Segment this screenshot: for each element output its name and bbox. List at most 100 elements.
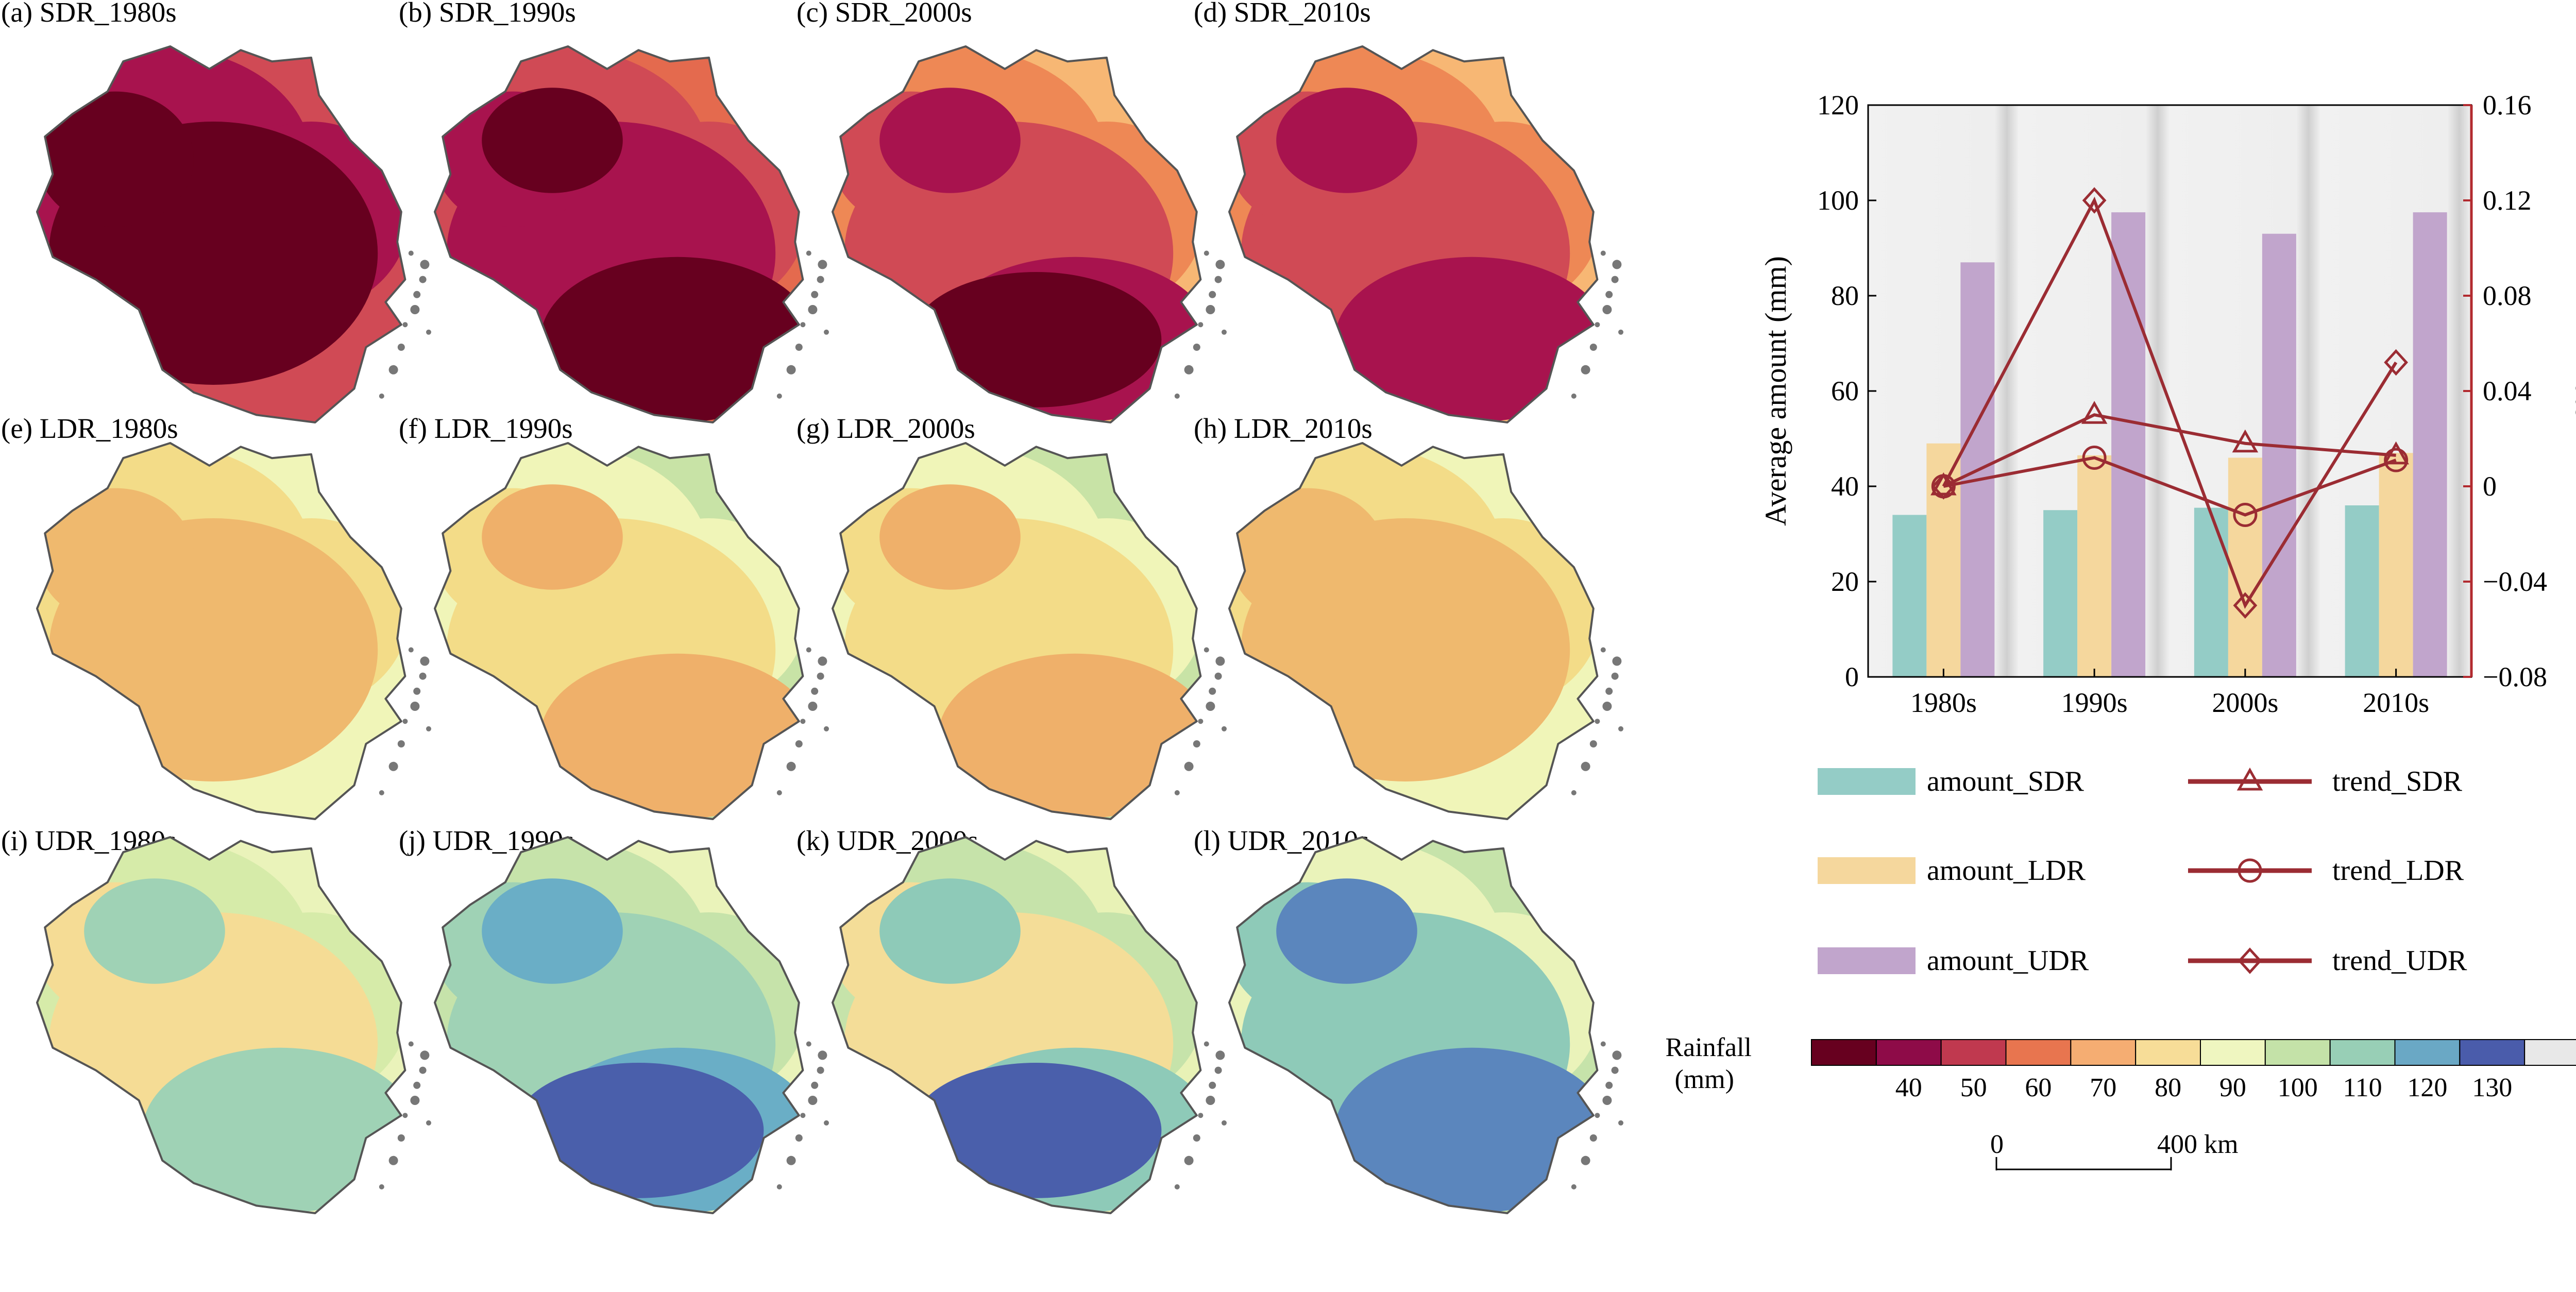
colorbar-tick-label: 110 [2343, 1073, 2382, 1102]
map-panel: (d) SDR_2010s [1194, 0, 1623, 423]
colorbar-segment [1940, 1039, 2007, 1066]
map-island [402, 322, 408, 328]
legend-entry-trend-ldr: trend_LDR [2188, 855, 2464, 887]
bar-amount-sdr [1892, 515, 1927, 677]
map-island [824, 726, 829, 732]
map-boundary [1228, 442, 1599, 820]
map-island [808, 305, 818, 314]
map-boundary [832, 45, 1202, 423]
map-rainfall-zone [84, 878, 225, 984]
map-island [1214, 276, 1222, 283]
map-panel: (j) UDR_1990s [399, 825, 829, 1214]
map-island [419, 672, 427, 680]
marker-trend-udr [2082, 187, 2107, 214]
map-island [1612, 656, 1622, 666]
x-tick-label: 2010s [2363, 687, 2429, 718]
map-panel-title: (d) SDR_2010s [1194, 0, 1371, 28]
map-rainfall-zone [911, 1063, 1162, 1198]
map-island [410, 1096, 420, 1105]
map-island [818, 260, 827, 269]
map-island [408, 250, 414, 256]
colorbar-segment [2264, 1039, 2331, 1066]
map-island [1595, 719, 1600, 724]
y-tick-label: 80 [1831, 280, 1859, 311]
map-panel-title: (f) LDR_1990s [399, 413, 573, 444]
map-rainfall-zone [37, 91, 194, 227]
map-island [1215, 656, 1225, 666]
map-island [1206, 305, 1215, 314]
map-island [806, 1041, 811, 1047]
colorbar-segment [1811, 1039, 1877, 1066]
map-island [1198, 1113, 1204, 1118]
map-panel-title: (c) SDR_2000s [796, 0, 972, 28]
map-island [1602, 1096, 1612, 1105]
map-rainfall-zone [1335, 257, 1598, 422]
marker-trend-udr [1931, 473, 1956, 500]
line-trend-ldr [1943, 456, 2397, 517]
line-trend-udr [1942, 196, 2398, 609]
map-island [1198, 719, 1204, 724]
map-island [379, 1184, 384, 1189]
legend-label: trend_UDR [2332, 945, 2467, 977]
map-island [1222, 329, 1227, 335]
map-panel: (g) LDR_2000s [796, 413, 1227, 820]
map-rainfall-zone [482, 88, 623, 193]
y2-tick-label: −0.08 [2483, 661, 2547, 692]
line-trend-sdr [1943, 413, 2396, 488]
colorbar-tick-label: 90 [2219, 1073, 2246, 1102]
legend-entry-amount-ldr: amount_LDR [1818, 855, 2086, 887]
map-boundary [1228, 45, 1599, 423]
x-tick-label: 1990s [2061, 687, 2128, 718]
x-tick-label: 1980s [1910, 687, 1977, 718]
legend-entry-trend-sdr: trend_SDR [2188, 766, 2463, 797]
colorbar-title-unit: (mm) [1674, 1065, 1734, 1094]
legend-label: amount_UDR [1927, 945, 2089, 977]
map-island [1581, 1155, 1590, 1165]
map-panel: (l) UDR_2010s [1194, 825, 1623, 1214]
map-rainfall-zone [540, 653, 803, 819]
map-island [1215, 260, 1225, 269]
map-boundary [36, 442, 406, 820]
map-island [410, 702, 420, 711]
map-island [786, 365, 796, 375]
y-tick-label: 100 [1817, 185, 1859, 216]
map-island [824, 1120, 829, 1126]
marker-trend-ldr [2384, 448, 2409, 472]
y2-tick-label: 0.12 [2483, 185, 2532, 216]
map-panel: (h) LDR_2010s [1194, 413, 1623, 820]
scale-bar-start-label: 0 [1990, 1130, 2004, 1159]
rainfall-colorbar: Rainfall (mm) 40 50 60 70 80 90 100 110 120 130 [1665, 1033, 2576, 1102]
map-island [1222, 726, 1227, 732]
map-island [426, 1120, 431, 1126]
map-island [818, 1050, 827, 1060]
map-panel-title: (g) LDR_2000s [796, 413, 975, 444]
colorbar-segment [2524, 1039, 2576, 1066]
y-tick-label: 20 [1831, 566, 1859, 597]
map-island [1571, 790, 1577, 795]
map-island [1215, 1050, 1225, 1060]
map-island [800, 719, 806, 724]
map-island [1184, 761, 1194, 771]
scale-bar-end-label: 400 km [2157, 1130, 2238, 1159]
map-island [1612, 1050, 1622, 1060]
y2-tick-label: 0.16 [2483, 90, 2532, 121]
map-island [1193, 1134, 1200, 1142]
map-rainfall-zone [143, 1047, 405, 1213]
legend-entry-trend-udr: trend_UDR [2188, 945, 2467, 977]
colorbar-segment [2135, 1039, 2201, 1066]
scale-bar: 0 400 km [1990, 1130, 2238, 1170]
map-island [817, 276, 824, 283]
marker-trend-sdr [2081, 401, 2108, 424]
chart-legend: amount_SDR amount_LDR amount_UDR trend_SDRt… [1818, 766, 2467, 977]
y2-axis-title: Rate [2569, 364, 2576, 418]
map-rainfall-zone [1335, 1047, 1598, 1213]
map-island [1595, 1113, 1600, 1118]
map-island [419, 276, 427, 283]
map-island [397, 1134, 405, 1142]
colorbar-tick-label: 60 [2025, 1073, 2052, 1102]
combo-bar-line-chart: 0 20 40 60 80 100 120 −0.08 −0.04 0 0.04 0.08 0.12 0.… [1759, 90, 2576, 718]
map-island [1204, 1041, 1209, 1047]
map-island [379, 393, 384, 399]
map-island [1209, 1081, 1216, 1089]
map-island [800, 322, 806, 328]
